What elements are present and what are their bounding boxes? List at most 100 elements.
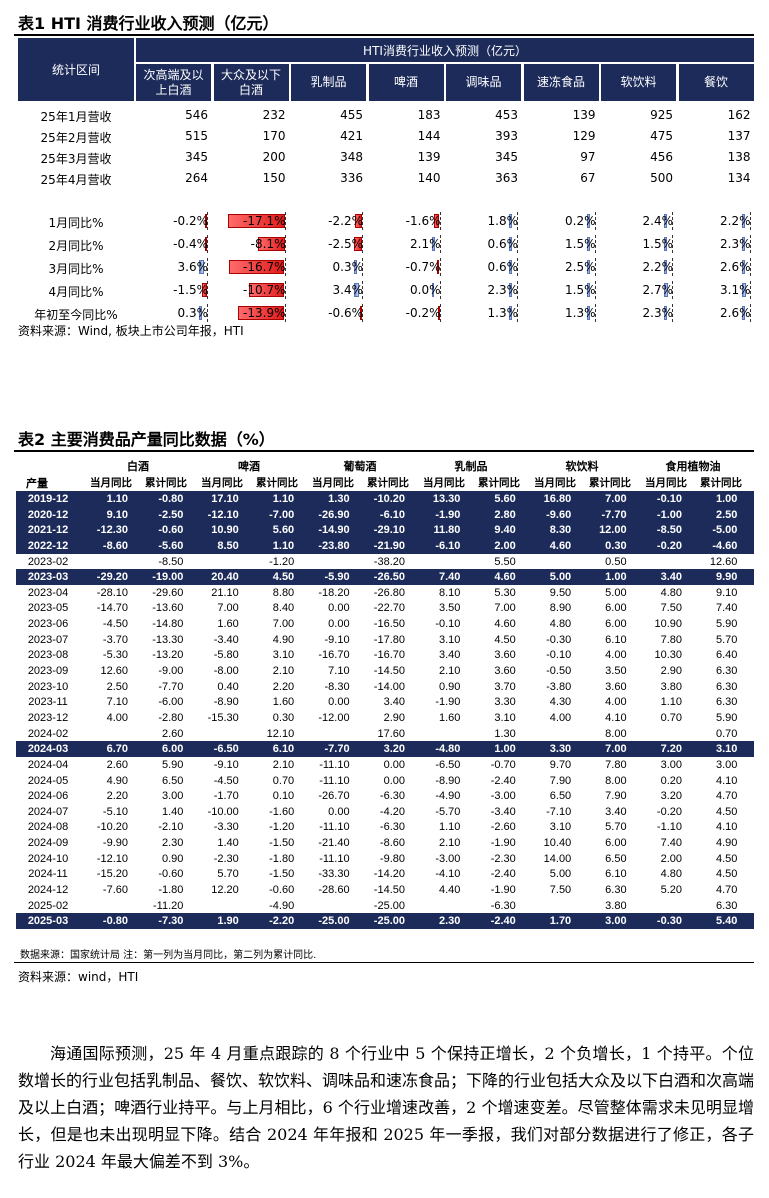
- table2-value-cell: -10.20: [373, 493, 405, 505]
- table2-value-cell: 1.00: [715, 493, 738, 505]
- table2-value-cell: -2.30: [490, 852, 516, 865]
- table2-value-cell: 4.10: [715, 774, 738, 787]
- table2-period-cell: 2024-02: [27, 727, 69, 740]
- table2-value-cell: 5.90: [161, 758, 184, 771]
- table2-value-cell: -21.90: [373, 539, 405, 552]
- table2-value-cell: -5.60: [158, 539, 184, 552]
- table2-row: 2023-02 -8.50 -1.20 -38.20 5.50 0.50 12.60: [16, 554, 754, 570]
- table2-period-cell: 2024-04: [27, 758, 69, 771]
- table1-yoy-bar: [664, 260, 667, 274]
- table2-value-cell: -9.90: [102, 837, 128, 850]
- table1-yoy-value: 1.3%: [487, 306, 519, 320]
- table2-value-cell: 4.90: [715, 837, 738, 850]
- table1-yoy-value: 0.6%: [487, 237, 519, 251]
- table2-period-cell: 2023-02: [27, 555, 69, 568]
- table2-row: 2024-02 2.60 12.10 17.60 1.30 8.00 0.70: [16, 726, 754, 742]
- table2-value-cell: -1.90: [490, 884, 516, 896]
- table1-yoy-bar: [741, 306, 745, 320]
- table2-period-cell: 2024-07: [27, 805, 69, 818]
- table1-yoy-cell: 1.8%: [446, 212, 520, 230]
- table2-sub-header: 当月同比: [645, 477, 687, 489]
- table1-category-header: 软饮料: [601, 64, 676, 101]
- table1-revenue-cell: 137: [727, 129, 751, 143]
- table2-value-cell: 4.50: [715, 805, 738, 818]
- table2-value-cell: 3.80: [605, 899, 627, 912]
- table2-row: 2024-05 4.90 6.50 -4.50 0.70 -11.10 0.00 -8.90 -…: [16, 773, 754, 789]
- table1-yoy-axis: [207, 235, 209, 253]
- table2-value-cell: 0.00: [328, 696, 350, 709]
- table2-value-cell: -0.10: [435, 618, 461, 631]
- table2-value-cell: 9.10: [715, 586, 738, 599]
- table2-value-cell: 6.30: [715, 665, 738, 678]
- table2-value-cell: -2.30: [213, 852, 239, 865]
- table1-yoy-cell: -0.4%: [136, 235, 210, 253]
- table2-period-cell: 2024-06: [27, 790, 69, 803]
- table2-value-cell: 4.60: [494, 618, 516, 631]
- table2-value-cell: 4.80: [660, 586, 682, 599]
- table1-revenue-cell: 134: [727, 171, 751, 185]
- table1-yoy-axis: [749, 212, 752, 230]
- table2-value-cell: -0.10: [546, 649, 572, 662]
- table2-value-cell: -4.50: [102, 618, 128, 631]
- table1-yoy-value: 0.6%: [487, 260, 519, 274]
- table2-value-cell: 1.40: [217, 837, 239, 850]
- table1-revenue-cell: 475: [650, 129, 673, 143]
- table1-yoy-value: 2.6%: [720, 260, 751, 274]
- table1-yoy-bar: [437, 306, 440, 320]
- table2-value-cell: 2.00: [494, 539, 516, 552]
- table2-value-cell: -9.00: [158, 665, 184, 678]
- table2-value-cell: -2.60: [490, 821, 516, 834]
- table2-value-cell: 0.70: [715, 727, 738, 740]
- table1-yoy-value: 1.3%: [565, 306, 596, 320]
- table1-yoy-axis: [517, 212, 519, 230]
- table2-sub-header: 当月同比: [312, 477, 354, 489]
- table2-period-cell: 2023-03: [27, 571, 69, 584]
- table2-value-cell: 14.00: [543, 852, 572, 865]
- table2-value-cell: -0.60: [269, 884, 295, 896]
- table1-yoy-cell: -0.6%: [291, 304, 365, 322]
- table2-period-cell: 2024-08: [27, 821, 69, 834]
- table2-value-cell: 3.20: [383, 743, 405, 756]
- table1-yoy-axis: [517, 304, 519, 322]
- table2-sub-header: 当月同比: [534, 477, 576, 489]
- table1-yoy-cell: 2.3%: [446, 281, 520, 299]
- table2-value-cell: -16.70: [373, 649, 405, 662]
- table2-value-cell: 2.60: [106, 758, 128, 771]
- table2-value-cell: 1.60: [438, 711, 461, 724]
- table2-value-cell: -5.30: [102, 649, 128, 662]
- table1-yoy-cell: 0.2%: [524, 212, 598, 230]
- table2-value-cell: 1.10: [106, 493, 128, 505]
- table2-value-cell: -25.00: [318, 915, 350, 928]
- table2-value-cell: 5.90: [715, 711, 738, 724]
- table1-revenue-cell: 162: [727, 108, 751, 122]
- table2-value-cell: 6.50: [605, 852, 627, 865]
- table2-sub-header: 当月同比: [423, 477, 465, 489]
- table1-yoy-axis: [672, 281, 674, 299]
- table2-value-cell: -5.00: [712, 524, 738, 537]
- table2-group-header: 食用植物油: [665, 460, 721, 473]
- table2-value-cell: -0.50: [546, 665, 572, 678]
- table2-value-cell: -8.50: [158, 555, 184, 568]
- table2-row: 2023-12 4.00 -2.80 -15.30 0.30 -12.00 2.90 1.60…: [16, 710, 754, 726]
- table2-value-cell: 4.00: [605, 696, 627, 709]
- table2-row: 2023-08 -5.30 -13.20 -5.80 3.10 -16.70 -16.70 3…: [16, 647, 754, 663]
- table2-value-cell: 2.30: [161, 837, 184, 850]
- table2-value-cell: 2.60: [161, 727, 184, 740]
- table2-value-cell: 2.50: [106, 680, 128, 693]
- table2-row: 2024-06 2.20 3.00 -1.70 0.10 -26.70 -6.30 -4.90…: [16, 788, 754, 804]
- table1-row-label: 4月同比%: [48, 285, 104, 299]
- table2-value-cell: 4.00: [605, 649, 627, 662]
- table1-yoy-bar: [354, 214, 362, 228]
- table2-row: 2023-07 -3.70 -13.30 -3.40 4.90 -9.10 -17.80 3.…: [16, 632, 754, 648]
- table2-value-cell: -23.80: [318, 539, 350, 552]
- table2-period-cell: 2023-07: [27, 633, 69, 646]
- table2-row: 2024-07 -5.10 1.40 -10.00 -1.60 0.00 -4.20 -5.7…: [16, 804, 754, 820]
- table2-value-cell: 1.70: [549, 915, 572, 928]
- table2-value-cell: 7.40: [660, 837, 682, 850]
- table2-value-cell: 7.40: [438, 571, 461, 584]
- table1-revenue-cell: 348: [340, 150, 363, 164]
- table1-row-label: 2月同比%: [48, 239, 104, 253]
- table2-value-cell: 9.70: [549, 758, 572, 771]
- table1-yoy-cell: -13.9%: [214, 304, 288, 322]
- table1-yoy-axis: [207, 212, 209, 230]
